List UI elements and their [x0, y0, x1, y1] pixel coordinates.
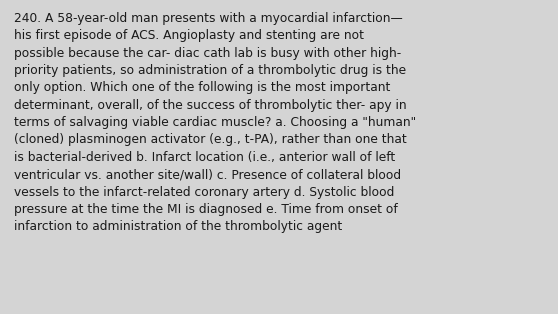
Text: priority patients, so administration of a thrombolytic drug is the: priority patients, so administration of … — [14, 64, 406, 77]
Text: possible because the car- diac cath lab is busy with other high-: possible because the car- diac cath lab … — [14, 47, 401, 60]
Text: ventricular vs. another site/wall) c. Presence of collateral blood: ventricular vs. another site/wall) c. Pr… — [14, 168, 401, 181]
Text: determinant, overall, of the success of thrombolytic ther- apy in: determinant, overall, of the success of … — [14, 99, 407, 112]
Text: 240. A 58-year-old man presents with a myocardial infarction—: 240. A 58-year-old man presents with a m… — [14, 12, 403, 25]
Text: only option. Which one of the following is the most important: only option. Which one of the following … — [14, 81, 391, 95]
Text: his first episode of ACS. Angioplasty and stenting are not: his first episode of ACS. Angioplasty an… — [14, 29, 364, 42]
Text: vessels to the infarct-related coronary artery d. Systolic blood: vessels to the infarct-related coronary … — [14, 186, 395, 198]
Text: pressure at the time the MI is diagnosed e. Time from onset of: pressure at the time the MI is diagnosed… — [14, 203, 398, 216]
Text: (cloned) plasminogen activator (e.g., t-PA), rather than one that: (cloned) plasminogen activator (e.g., t-… — [14, 133, 407, 147]
Text: terms of salvaging viable cardiac muscle? a. Choosing a "human": terms of salvaging viable cardiac muscle… — [14, 116, 416, 129]
Text: infarction to administration of the thrombolytic agent: infarction to administration of the thro… — [14, 220, 342, 233]
Text: is bacterial-derived b. Infarct location (i.e., anterior wall of left: is bacterial-derived b. Infarct location… — [14, 151, 395, 164]
